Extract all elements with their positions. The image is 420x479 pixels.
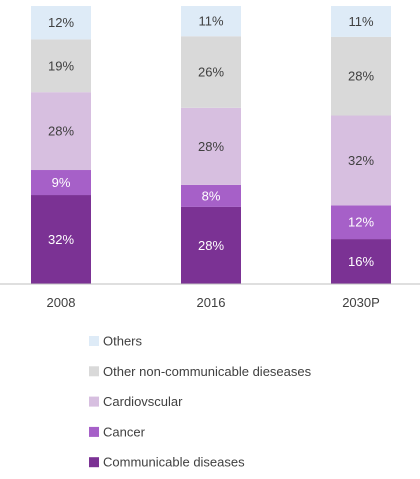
legend-label-cardiovscular: Cardiovscular — [103, 394, 183, 409]
data-label-cardiovscular-2008: 28% — [48, 124, 74, 139]
legend-label-cancer: Cancer — [103, 424, 146, 439]
bar-segment-other-non-communicable-dieseases-2016 — [181, 36, 241, 108]
data-label-cancer-2030p: 12% — [348, 215, 374, 230]
data-label-communicable-diseases-2030p: 16% — [348, 254, 374, 269]
legend-swatch-cardiovscular — [89, 396, 99, 407]
bar-segment-cardiovscular-2016 — [181, 107, 241, 185]
data-label-cancer-2016: 8% — [202, 188, 221, 203]
bar-segment-communicable-diseases-2030p — [331, 239, 391, 284]
x-axis-ticks: 2008 2016 2030P — [47, 295, 380, 310]
legend-swatch-communicable-diseases — [89, 457, 99, 468]
bar-segment-cancer-2008 — [31, 170, 91, 196]
legend-swatch-other-non-communicable-dieseases — [89, 366, 99, 377]
legend-label-other-non-communicable-dieseases: Other non-communicable dieseases — [103, 364, 312, 379]
bar-segment-other-non-communicable-dieseases-2030p — [331, 36, 391, 116]
data-label-communicable-diseases-2008: 32% — [48, 232, 74, 247]
data-label-cardiovscular-2030p: 32% — [348, 153, 374, 168]
bar-segment-others-2008 — [31, 6, 91, 40]
data-label-other-non-communicable-dieseases-2030p: 28% — [348, 69, 374, 84]
data-label-communicable-diseases-2016: 28% — [198, 238, 224, 253]
bar-segment-cardiovscular-2008 — [31, 92, 91, 171]
bars-group: 32% 9% 28% 19% 12% 28% 8% 28% 26% 11% 16% 12% 32% 28%… — [31, 6, 391, 284]
bar-segment-others-2030p — [331, 6, 391, 37]
legend: Others Other non-communicable dieseases Ca… — [89, 334, 312, 470]
bar-segment-communicable-diseases-2008 — [31, 195, 91, 284]
x-tick-label-2008: 2008 — [47, 295, 76, 310]
legend-swatch-others — [89, 336, 99, 346]
data-label-others-2008: 12% — [48, 15, 74, 30]
bar-segment-cancer-2030p — [331, 205, 391, 240]
data-label-others-2030p: 11% — [348, 14, 373, 29]
bar-segment-other-non-communicable-dieseases-2008 — [31, 39, 91, 93]
legend-label-communicable-diseases: Communicable diseases — [103, 455, 245, 470]
legend-label-others: Others — [103, 334, 143, 349]
data-label-cardiovscular-2016: 28% — [198, 139, 224, 154]
data-label-others-2016: 11% — [198, 14, 223, 29]
x-tick-label-2016: 2016 — [197, 295, 226, 310]
legend-swatch-cancer — [89, 426, 99, 437]
bar-segment-others-2016 — [181, 6, 241, 37]
bar-segment-cancer-2016 — [181, 184, 241, 207]
data-label-other-non-communicable-dieseases-2016: 26% — [198, 65, 224, 80]
data-label-other-non-communicable-dieseases-2008: 19% — [48, 58, 74, 73]
bar-segment-communicable-diseases-2016 — [181, 206, 241, 284]
data-label-cancer-2008: 9% — [52, 175, 71, 190]
x-tick-label-2030p: 2030P — [342, 295, 380, 310]
bar-segment-cardiovscular-2030p — [331, 115, 391, 206]
